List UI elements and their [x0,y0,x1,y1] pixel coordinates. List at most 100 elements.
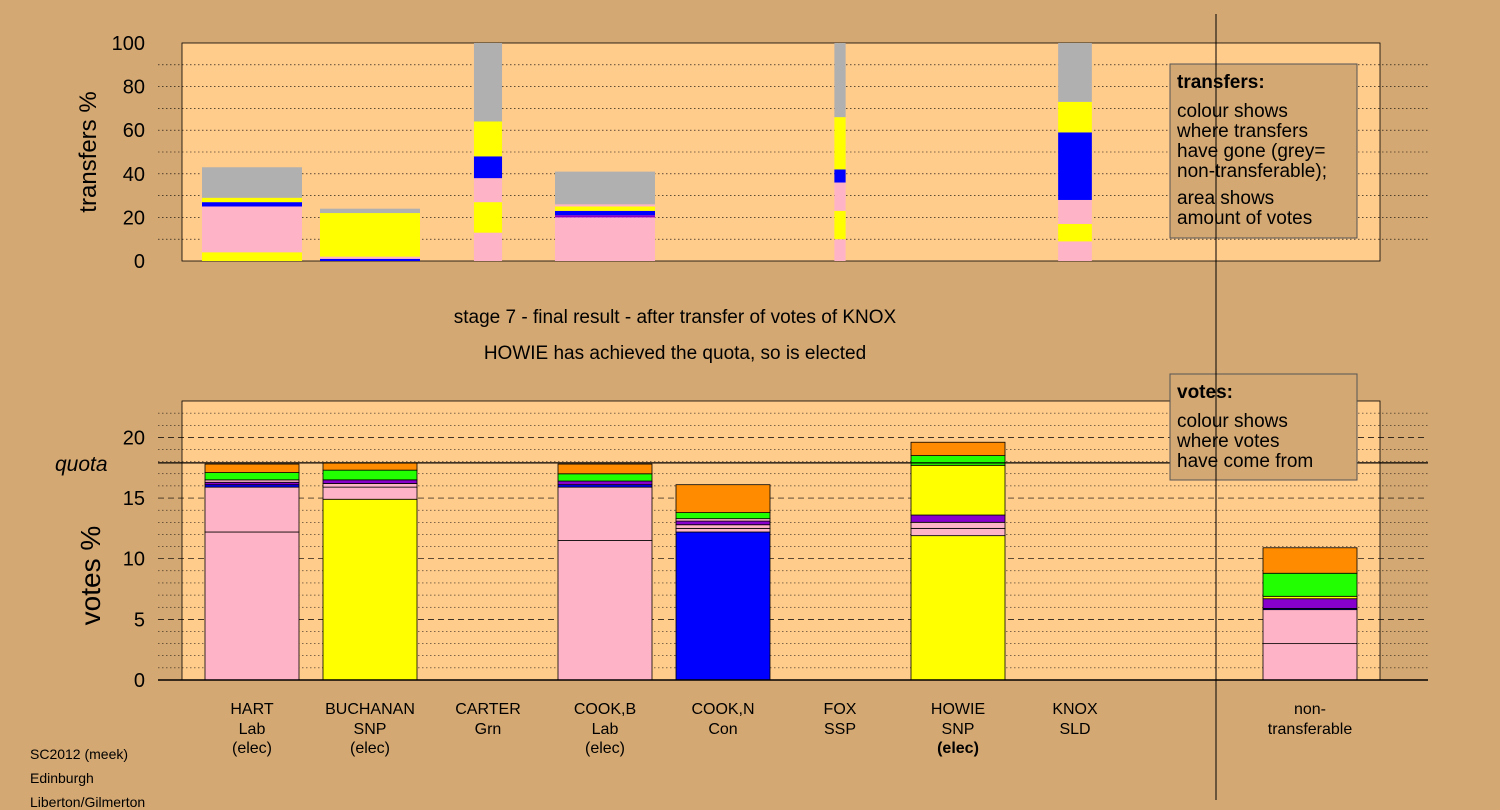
transfers-legend-line: amount of votes [1177,208,1312,229]
vote-segment-cookn-lab [675,524,771,529]
transfer-segment-fox-nontransferable [834,43,846,118]
vote-segment-cookb-grn [557,473,653,482]
footer-ward: Liberton/Gilmerton [30,794,146,810]
transfer-segment-hart-snp [202,197,302,203]
transfer-segment-buchanan-snp [320,213,420,257]
candidate-party-label: SLD [1059,721,1090,738]
vote-segment-cookn-grn [675,512,771,520]
vote-segment-cookn-ssp [675,520,771,526]
footer-system: SC2012 (meek) [30,746,129,762]
vote-segment-nontransferable-sld [1262,547,1358,574]
vote-segment-buchanan-ssp [322,479,418,484]
vote-segment-howie-sld [910,441,1006,456]
transfer-segment-fox-snp [834,210,846,240]
transfer-segment-carter-nontransferable [473,43,503,122]
votes-y-tick: 5 [134,609,145,631]
candidate-status-label: (elec) [937,740,979,757]
vote-segment-hart-sld [204,463,300,473]
candidate-name-label: COOK,N [691,701,754,718]
vote-segment-hart-grn [204,472,300,481]
transfers-legend-title: transfers: [1177,72,1265,93]
vote-segment-buchanan-sld [322,462,418,471]
votes-legend-box [1169,373,1358,481]
votes-legend-line: colour shows [1177,411,1288,432]
candidate-party-label: Grn [475,721,502,738]
votes-y-tick: 20 [123,427,145,449]
votes-y-tick: 10 [123,549,145,571]
vote-segment-nontransferable-ssp [1262,598,1358,609]
candidate-name-label: FOX [824,701,857,718]
transfer-segment-fox-snp [834,117,846,170]
votes-y-tick: 15 [123,488,145,510]
vote-segment-hart-lab [204,486,300,533]
stage-title: stage 7 - final result - after transfer … [454,307,897,328]
transfers-y-tick: 60 [123,120,145,142]
transfer-segment-hart-lab [202,206,302,253]
vote-segment-nontransferable-lab [1262,609,1358,645]
transfers-legend-line: colour shows [1177,101,1288,122]
transfer-segment-knox-snp [1058,223,1092,242]
transfer-segment-hart-snp [202,252,302,261]
transfer-segment-knox-nontransferable [1058,43,1092,102]
transfer-segment-carter-lab [473,232,503,261]
vote-segment-buchanan-grn [322,469,418,481]
vote-segment-cookb-lab [557,486,653,541]
transfers-legend-line: where transfers [1176,121,1308,142]
votes-y-tick: 0 [134,670,145,692]
vote-segment-howie-lab [910,521,1006,529]
candidate-party-label: Lab [239,721,266,738]
candidate-party-label: Lab [592,721,619,738]
transfers-y-label: transfers % [75,91,102,212]
transfer-segment-carter-snp [473,202,503,233]
votes-y-label: votes % [75,526,106,626]
candidate-status-label: (elec) [585,740,625,757]
transfer-segment-knox-lab [1058,199,1092,224]
candidate-status-label: (elec) [232,740,272,757]
transfer-segment-buchanan-con [320,258,420,261]
vote-segment-buchanan-lab [322,483,418,488]
vote-segment-nontransferable-grn [1262,572,1358,597]
transfer-segment-carter-snp [473,121,503,157]
transfer-segment-hart-con [202,202,302,207]
candidate-name-label: HART [230,701,273,718]
vote-segment-howie-grn [910,455,1006,466]
vote-segment-cookb-ssp [557,480,653,486]
transfers-legend-line: area shows [1177,188,1274,209]
transfer-segment-buchanan-lab [320,256,420,259]
votes-legend-line: have come from [1177,451,1313,472]
vote-segment-howie-ssp [910,514,1006,523]
transfers-legend-line: have gone (grey= [1177,141,1325,162]
transfer-segment-buchanan-nontransferable [320,208,420,214]
candidate-name-label: CARTER [455,701,521,718]
candidate-status-label: (elec) [350,740,390,757]
transfer-segment-knox-lab [1058,241,1092,261]
candidate-party-label: SNP [942,721,975,738]
candidate-party-label: SSP [824,721,856,738]
transfer-segment-cookb-snp [555,206,655,211]
candidate-name-label: COOK,B [574,701,636,718]
quota-label: quota [55,453,108,476]
vote-segment-howie-snp [910,535,1006,681]
transfer-segment-cookb-lab [555,204,655,207]
footer-city: Edinburgh [30,770,94,786]
transfer-segment-hart-nontransferable [202,167,302,198]
vote-segment-cookb-sld [557,463,653,475]
vote-segment-hart-lab [204,531,300,681]
transfer-segment-knox-con [1058,132,1092,200]
transfer-segment-fox-lab [834,182,846,211]
vote-segment-nontransferable-lab [1262,643,1358,681]
votes-legend-line: where votes [1176,431,1279,452]
candidate-name-label: KNOX [1052,701,1098,718]
transfer-segment-carter-lab [473,178,503,203]
vote-segment-buchanan-snp [322,498,418,681]
transfer-segment-cookb-con [555,210,655,216]
candidate-party-label: Con [708,721,737,738]
transfer-segment-cookb-nontransferable [555,171,655,205]
candidate-party-label: SNP [354,721,387,738]
candidate-name-label: BUCHANAN [325,701,415,718]
transfer-segment-carter-con [473,156,503,179]
vote-segment-cookb-lab [557,540,653,681]
transfer-segment-fox-lab [834,239,846,261]
votes-legend-title: votes: [1177,382,1233,403]
